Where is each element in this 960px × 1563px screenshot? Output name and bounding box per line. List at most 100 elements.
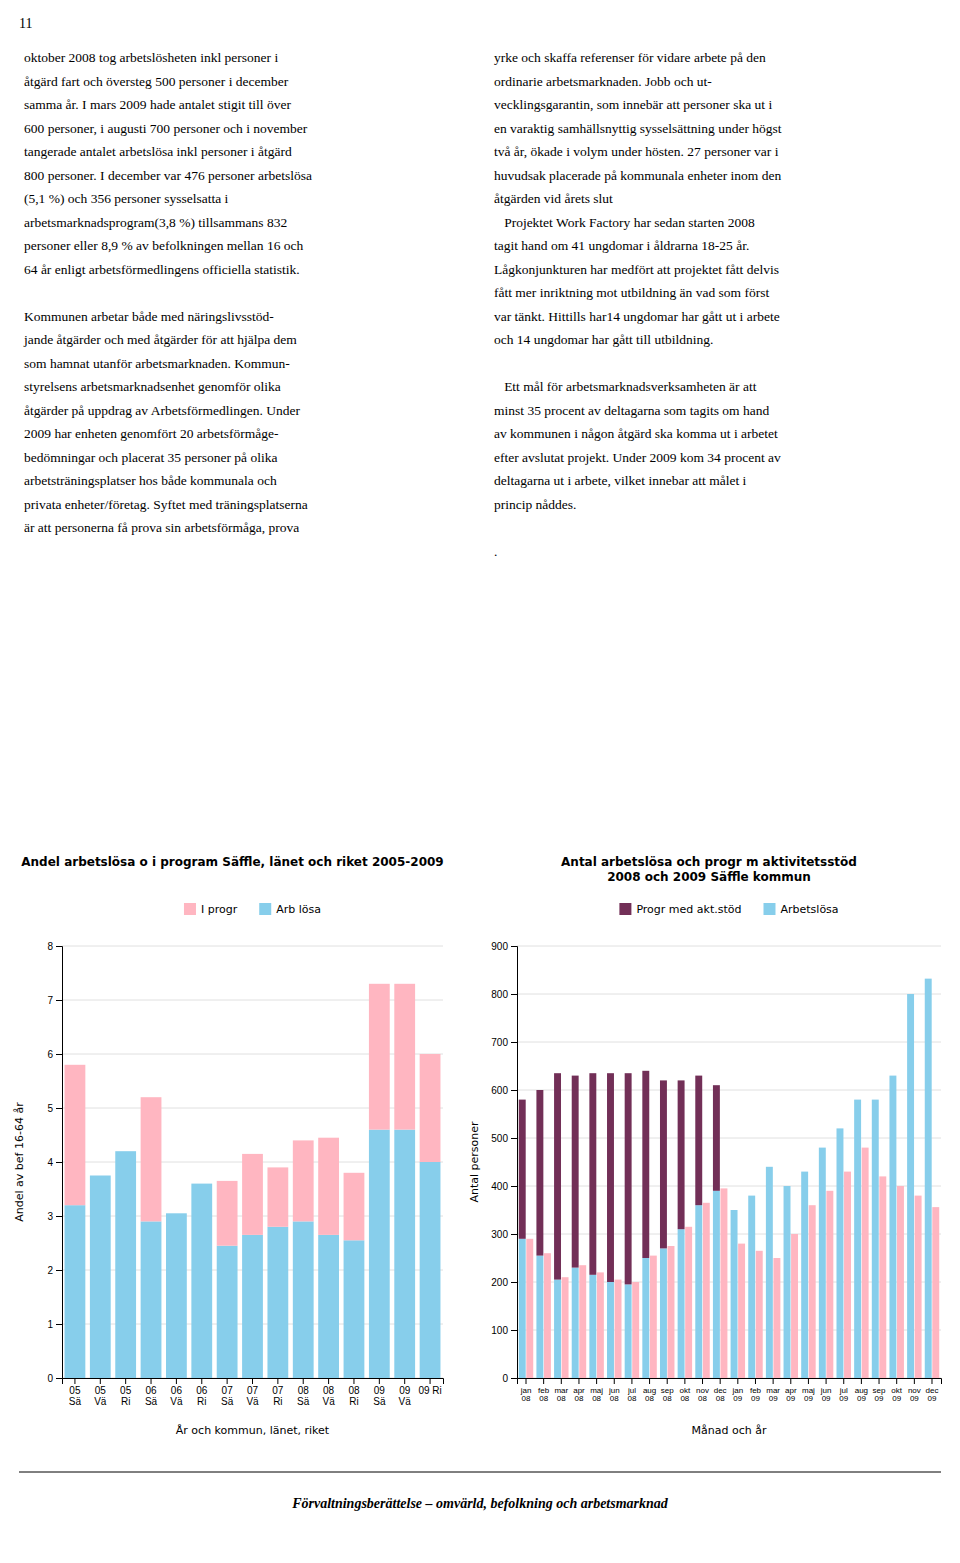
bar	[115, 1151, 136, 1378]
x-tick-mark	[773, 1378, 774, 1384]
x-tick-label: nov09	[908, 1386, 921, 1404]
x-tick-label-line: Sä	[145, 1396, 158, 1407]
bar	[519, 1100, 526, 1239]
text-column: yrke och skaffa referenser för vidare ar…	[494, 50, 782, 559]
x-tick-label-line: 08	[348, 1385, 360, 1396]
y-tick-mark	[511, 994, 517, 995]
x-tick: 08Sä	[297, 1378, 310, 1407]
y-tick: 4	[47, 1157, 62, 1168]
legend-item: I progr	[184, 903, 238, 916]
x-tick-label: 08Sä	[297, 1385, 310, 1407]
x-tick-mark	[667, 1378, 668, 1384]
x-tick-label-line: 08	[557, 1394, 566, 1403]
x-axis: jan08feb08mar08apr08maj08jun08jul08aug08…	[518, 1378, 942, 1403]
x-tick-mark	[353, 1378, 354, 1384]
bar	[748, 1195, 755, 1196]
y-tick: 3	[47, 1211, 62, 1222]
bar	[625, 1284, 632, 1378]
legend-swatch	[619, 903, 631, 915]
chart-title-line: Antal arbetslösa och progr m aktivitetss…	[561, 855, 857, 869]
bar	[678, 1229, 685, 1378]
x-tick: maj09	[802, 1378, 815, 1403]
bar	[907, 994, 914, 995]
y-axis: 012345678	[47, 941, 62, 1384]
y-tick-label: 600	[491, 1085, 508, 1096]
x-tick-label-line: 07	[222, 1385, 234, 1396]
footer-text: Förvaltningsberättelse – omvärld, befolk…	[291, 1496, 669, 1511]
y-tick-mark	[56, 1162, 62, 1163]
text-line: 64 år enligt arbetsförmedlingens officie…	[24, 262, 300, 277]
x-tick-label-line: 09	[839, 1394, 848, 1403]
x-tick-label-line: dec	[926, 1386, 939, 1395]
legend-swatch	[259, 903, 271, 915]
x-tick-label-line: dec	[714, 1386, 727, 1395]
x-tick-mark	[125, 1378, 126, 1384]
x-tick: feb08	[538, 1378, 550, 1403]
bar	[642, 1258, 649, 1378]
x-tick: 05Ri	[120, 1378, 132, 1407]
x-tick-label-line: 09	[875, 1394, 884, 1403]
y-tick-label: 6	[47, 1049, 53, 1060]
bar	[809, 1205, 816, 1378]
x-tick-label-line: 09	[733, 1394, 742, 1403]
legend-label: Arb lösa	[276, 903, 321, 916]
y-axis-label: Antal personer	[468, 1121, 481, 1203]
y-tick-mark	[56, 1000, 62, 1001]
x-tick-label: aug09	[855, 1386, 868, 1404]
x-tick-mark	[879, 1378, 880, 1384]
x-tick-label-line: nov	[696, 1386, 709, 1395]
text-line: åtgärden vid årets slut	[494, 191, 613, 206]
text-line: arbetsträningsplatser hos både kommunala…	[24, 473, 277, 488]
x-tick: nov09	[908, 1378, 921, 1403]
x-tick-label-line: jan	[520, 1386, 532, 1395]
x-tick-label: 06Sä	[145, 1385, 158, 1407]
legend-swatch	[763, 903, 775, 915]
bar	[293, 1140, 314, 1221]
x-tick-mark	[303, 1378, 304, 1384]
x-tick-label-line: 08	[575, 1394, 584, 1403]
x-tick-label-line: okt	[891, 1386, 902, 1395]
y-tick-mark	[511, 946, 517, 947]
bar	[625, 1073, 632, 1284]
bar	[756, 1251, 763, 1378]
x-tick-label: 06Vä	[170, 1385, 183, 1407]
bar	[784, 1186, 791, 1378]
y-tick-mark	[56, 1324, 62, 1325]
y-tick: 200	[491, 1277, 517, 1288]
x-tick: dec09	[926, 1378, 939, 1403]
x-tick: 07Sä	[221, 1378, 234, 1407]
bar	[695, 1205, 702, 1378]
x-tick-label-line: Vä	[246, 1396, 259, 1407]
x-tick-label-line: 07	[272, 1385, 284, 1396]
y-tick: 0	[502, 1373, 517, 1384]
text-line: minst 35 procent av deltagarna som tagit…	[494, 403, 769, 418]
bar	[703, 1203, 710, 1378]
bar	[837, 1128, 844, 1129]
bar	[660, 1080, 667, 1248]
x-tick-mark	[543, 1378, 544, 1384]
y-tick: 5	[47, 1103, 62, 1114]
bar	[897, 1186, 904, 1378]
x-tick-mark	[561, 1378, 562, 1384]
legend: Progr med akt.stödArbetslösa	[619, 903, 838, 916]
plot-area: 0100200300400500600700800900jan08feb08ma…	[491, 941, 941, 1404]
x-tick-label: apr09	[785, 1386, 797, 1404]
y-tick-label: 0	[47, 1373, 53, 1384]
text-line: personer eller 8,9 % av befolkningen mel…	[24, 238, 304, 253]
y-tick: 400	[491, 1181, 517, 1192]
y-tick: 500	[491, 1133, 517, 1144]
bar	[862, 1148, 869, 1378]
text-line: efter avslutat projekt. Under 2009 kom 3…	[494, 450, 781, 465]
x-tick-label: mar08	[554, 1386, 568, 1404]
x-tick-label-line: feb	[538, 1386, 550, 1395]
bar	[526, 1239, 533, 1378]
x-tick: mar08	[554, 1378, 568, 1403]
bar	[872, 1100, 879, 1378]
bar	[766, 1167, 773, 1378]
x-tick-label-line: maj	[590, 1386, 603, 1395]
x-tick-label: 06Ri	[196, 1385, 208, 1407]
x-tick-label: jan08	[520, 1386, 532, 1404]
text-line: fått mer inriktning mot utbildning än va…	[494, 285, 769, 300]
x-tick-label: jun08	[608, 1386, 620, 1404]
legend-label: Progr med akt.stöd	[636, 903, 741, 916]
